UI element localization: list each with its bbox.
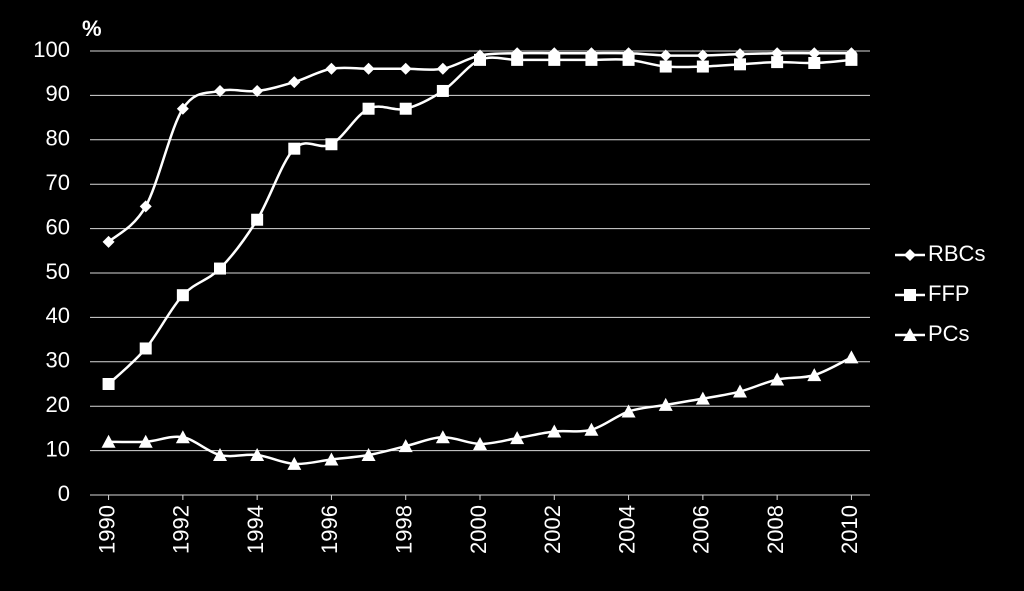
- x-tick-label: 1996: [317, 505, 342, 554]
- data-point: [807, 368, 822, 382]
- data-point: [176, 102, 189, 115]
- data-point: [399, 62, 412, 75]
- y-tick-label: 30: [46, 348, 70, 373]
- data-point: [325, 138, 338, 151]
- data-point: [696, 60, 709, 73]
- data-point: [398, 439, 413, 453]
- x-tick-label: 2002: [540, 505, 565, 554]
- y-tick-label: 90: [46, 81, 70, 106]
- data-point: [621, 404, 636, 418]
- series-line: [107, 51, 852, 243]
- legend-marker: [904, 249, 916, 261]
- legend-label: PCs: [928, 321, 970, 346]
- data-point: [176, 289, 189, 302]
- legend-marker: [904, 289, 916, 301]
- data-point: [102, 378, 115, 390]
- data-point: [101, 434, 116, 448]
- data-point: [139, 342, 152, 355]
- data-point: [695, 391, 710, 405]
- y-tick-label: 100: [33, 37, 70, 62]
- data-point: [362, 102, 375, 115]
- series-line: [107, 56, 852, 385]
- data-point: [584, 422, 599, 436]
- data-point: [325, 62, 338, 75]
- data-point: [734, 48, 746, 61]
- y-axis-label: %: [82, 16, 102, 41]
- legend-label: RBCs: [928, 241, 985, 266]
- data-point: [734, 58, 746, 71]
- data-point: [399, 102, 412, 115]
- data-point: [435, 430, 450, 444]
- data-point: [214, 84, 226, 97]
- y-tick-label: 80: [46, 126, 70, 151]
- legend-label: FFP: [928, 281, 970, 306]
- x-tick-label: 2000: [466, 505, 491, 554]
- x-tick-label: 1994: [243, 505, 268, 554]
- data-point: [251, 84, 264, 97]
- data-point: [214, 262, 226, 275]
- data-point: [510, 431, 525, 445]
- y-tick-label: 40: [46, 303, 70, 328]
- data-point: [175, 430, 190, 444]
- x-tick-label: 1992: [169, 505, 194, 554]
- y-tick-label: 10: [46, 436, 70, 461]
- data-point: [473, 436, 487, 450]
- data-point: [138, 434, 153, 448]
- data-point: [474, 53, 486, 66]
- data-point: [250, 448, 265, 462]
- data-point: [287, 456, 302, 470]
- data-point: [808, 56, 821, 69]
- y-tick-label: 0: [58, 481, 70, 506]
- data-point: [213, 448, 227, 462]
- data-point: [808, 47, 821, 60]
- data-point: [436, 84, 449, 97]
- data-point: [659, 49, 672, 62]
- data-point: [102, 235, 115, 248]
- x-tick-label: 2004: [614, 505, 639, 554]
- y-tick-label: 50: [46, 259, 70, 284]
- data-point: [251, 213, 264, 226]
- x-tick-label: 1990: [94, 505, 119, 554]
- data-point: [658, 397, 673, 411]
- x-tick-label: 2010: [837, 505, 862, 554]
- y-tick-label: 20: [46, 392, 70, 417]
- data-point: [436, 62, 449, 75]
- x-tick-label: 2008: [763, 505, 788, 554]
- data-point: [622, 53, 635, 66]
- data-point: [548, 53, 561, 66]
- data-point: [547, 424, 562, 438]
- data-point: [844, 350, 859, 364]
- data-point: [288, 76, 301, 89]
- data-point: [361, 448, 376, 462]
- data-point: [362, 62, 375, 75]
- data-point: [139, 200, 152, 213]
- data-point: [659, 60, 672, 73]
- y-tick-label: 60: [46, 214, 70, 239]
- data-point: [585, 53, 598, 66]
- data-point: [770, 372, 785, 386]
- data-point: [696, 49, 709, 62]
- data-point: [288, 142, 301, 155]
- legend-marker: [903, 328, 917, 341]
- data-point: [771, 56, 784, 69]
- data-point: [324, 452, 339, 466]
- y-tick-label: 70: [46, 170, 70, 195]
- data-point: [845, 53, 858, 66]
- data-point: [511, 53, 524, 66]
- data-point: [733, 384, 747, 398]
- x-tick-label: 2006: [689, 505, 714, 554]
- x-tick-label: 1998: [392, 505, 417, 554]
